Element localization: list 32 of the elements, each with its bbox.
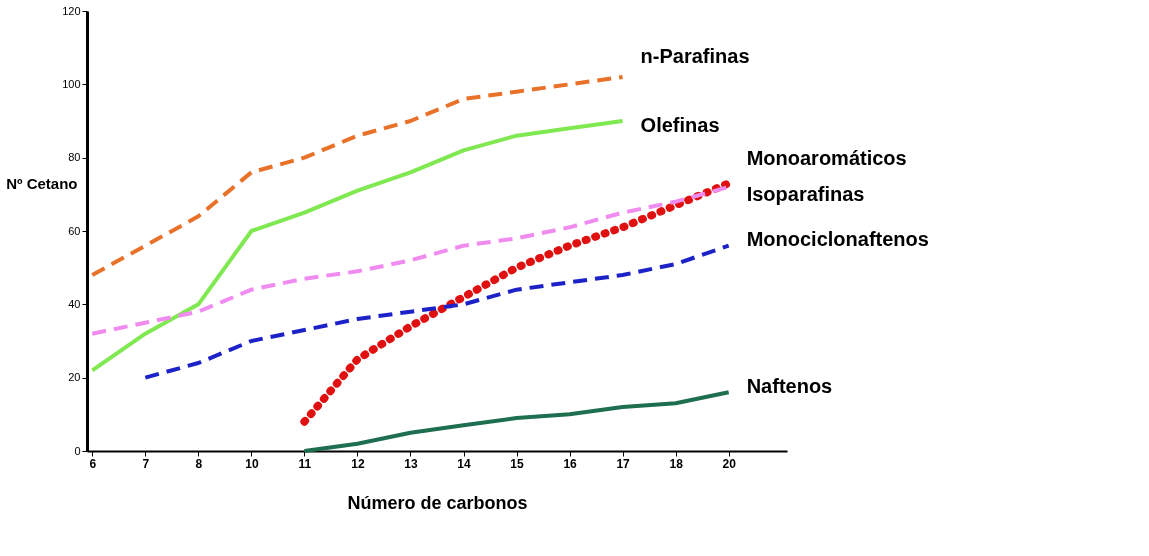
y-tick-label: 0 [74,444,81,457]
y-tick-label: 100 [62,77,81,90]
x-tick-label: 14 [457,456,472,471]
x-tick-label: 10 [245,456,259,471]
x-tick-label: 16 [563,456,578,471]
series-label: Naftenos [746,375,833,398]
line-series [90,119,625,373]
x-tick-label: 11 [298,456,312,471]
x-tick-label: 13 [404,456,418,471]
x-tick-label: 17 [616,456,631,471]
x-tick-label: 6 [89,456,97,471]
series-label: Isoparafinas [746,183,865,205]
series-label: Monoaromáticos [746,147,907,170]
x-axis-title: Número de carbonos [347,492,528,513]
x-tick-label: 15 [510,456,525,471]
y-tick-label: 80 [68,151,81,164]
y-tick-label: 120 [62,4,81,17]
series-label: Monociclonaftenos [746,227,929,250]
line-series [143,243,731,380]
x-tick-label: 8 [195,456,203,471]
x-tick-label: 20 [722,456,737,471]
series-label: Olefinas [640,114,720,136]
y-tick-label: 20 [68,371,81,384]
x-tick-label: 12 [351,456,365,471]
y-tick-label: 40 [68,297,81,310]
line-series [90,75,625,277]
line-series [302,390,731,453]
x-tick-label: 18 [669,456,684,471]
y-axis-title: Nº Cetano [6,174,78,192]
y-tick-label: 60 [68,224,81,237]
x-tick-label: 7 [142,456,150,471]
series-label: n-Parafinas [640,45,750,67]
